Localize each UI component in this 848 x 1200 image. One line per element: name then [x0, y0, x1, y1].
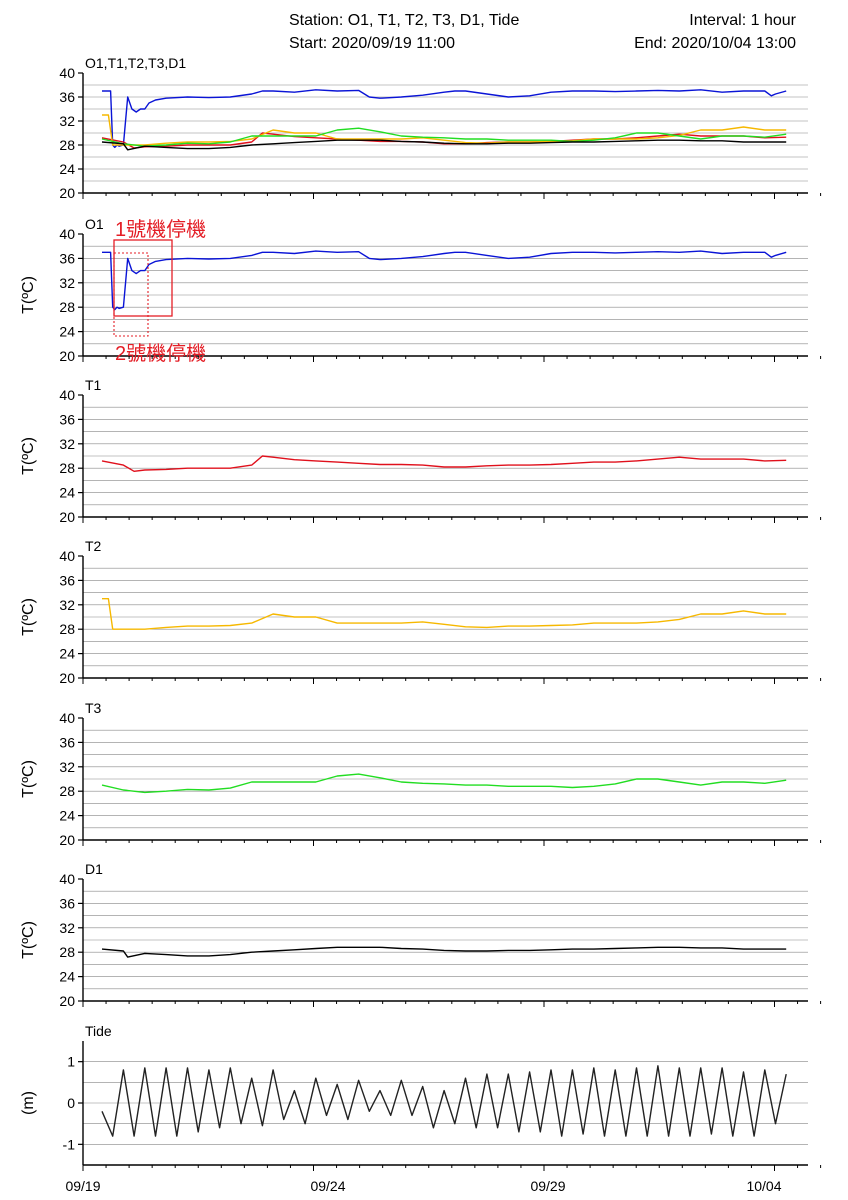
y-tick-label: 40	[59, 387, 75, 403]
y-tick-label: 40	[59, 548, 75, 564]
series-line-t2	[102, 598, 787, 630]
stop2-annotation: 2號機停機	[115, 342, 206, 365]
panel-d1: 20 24 28 32 36 40 D1 T(ºC)	[20, 861, 822, 1009]
x-tick-label: 09/29	[530, 1178, 565, 1194]
series-line-tide	[101, 1065, 787, 1137]
y-tick-label: 28	[59, 299, 75, 315]
panel-label: T2	[85, 538, 102, 554]
x-tick-label: 10/04	[746, 1178, 781, 1194]
panel-label: O1	[85, 216, 104, 232]
y-axis-title: T(ºC)	[20, 760, 37, 798]
y-tick-label: 20	[59, 670, 75, 686]
y-tick-label: 40	[59, 226, 75, 242]
panel-tide: -1 0 1 Tide (m) 09/19 09/24 09/29 10/04	[20, 1023, 822, 1194]
y-tick-label: 28	[59, 137, 75, 153]
y-tick-label: 32	[59, 275, 75, 291]
panel-label: O1,T1,T2,T3,D1	[85, 55, 186, 71]
series-line-d1	[101, 139, 787, 151]
x-tick-label: 09/24	[310, 1178, 345, 1194]
y-tick-label: 28	[59, 460, 75, 476]
y-tick-label: 20	[59, 509, 75, 525]
series-line-t3	[101, 127, 787, 147]
y-tick-label: 28	[59, 944, 75, 960]
y-tick-label: 32	[59, 759, 75, 775]
y-tick-label: 0	[67, 1095, 75, 1111]
y-tick-label: 28	[59, 621, 75, 637]
y-axis-title: T(ºC)	[20, 437, 37, 475]
y-tick-label: 32	[59, 113, 75, 129]
series-line-o1	[102, 250, 787, 311]
panel-label: D1	[85, 861, 103, 877]
y-tick-label: 24	[59, 969, 75, 985]
y-tick-label: 24	[59, 646, 75, 662]
y-tick-label: 36	[59, 572, 75, 588]
series-line-d1	[101, 946, 787, 958]
y-tick-label: -1	[63, 1136, 76, 1152]
y-tick-label: 40	[59, 65, 75, 81]
y-tick-label: 32	[59, 920, 75, 936]
y-tick-label: 40	[59, 871, 75, 887]
y-tick-label: 36	[59, 411, 75, 427]
y-tick-label: 24	[59, 161, 75, 177]
station-title: Station: O1, T1, T2, T3, D1, Tide	[289, 12, 520, 29]
series-line-t1	[101, 455, 787, 472]
y-tick-label: 24	[59, 485, 75, 501]
y-tick-label: 24	[59, 808, 75, 824]
panel-o1-t1-t2-t3-d1: 20 24 28 32 36 40 O1,T1,T2,T3,D1	[59, 55, 822, 201]
panel-label: T1	[85, 377, 102, 393]
panel-o1: 20 24 28 32 36 40 O1 T(ºC) 1號機停機 2號機停機	[20, 216, 822, 365]
y-tick-label: 40	[59, 710, 75, 726]
panel-t1: 20 24 28 32 36 40 T1 T(ºC)	[20, 377, 822, 525]
y-tick-label: 20	[59, 348, 75, 364]
stop2-box	[113, 252, 149, 337]
y-axis-title: T(ºC)	[20, 276, 37, 314]
x-tick-label: 09/19	[65, 1178, 100, 1194]
y-tick-label: 20	[59, 185, 75, 201]
start-time: Start: 2020/09/19 11:00	[289, 35, 456, 52]
y-axis-title: T(ºC)	[20, 921, 37, 959]
y-tick-label: 36	[59, 89, 75, 105]
interval-label: Interval: 1 hour	[689, 12, 796, 29]
stop1-annotation: 1號機停機	[115, 218, 206, 241]
y-tick-label: 20	[59, 993, 75, 1009]
y-axis-title: (m)	[20, 1091, 37, 1115]
panel-t2: 20 24 28 32 36 40 T2 T(ºC)	[20, 538, 822, 686]
y-tick-label: 32	[59, 436, 75, 452]
panel-label: Tide	[85, 1023, 112, 1039]
y-tick-label: 20	[59, 832, 75, 848]
y-tick-label: 32	[59, 597, 75, 613]
y-tick-label: 28	[59, 783, 75, 799]
series-line-t3	[101, 773, 787, 794]
y-tick-label: 36	[59, 734, 75, 750]
y-tick-label: 36	[59, 895, 75, 911]
panel-t3: 20 24 28 32 36 40 T3 T(ºC)	[20, 700, 822, 848]
stop1-box	[113, 239, 173, 317]
panel-label: T3	[85, 700, 102, 716]
y-axis-title: T(ºC)	[20, 598, 37, 636]
series-line-o1	[102, 89, 787, 149]
y-tick-label: 24	[59, 324, 75, 340]
end-time: End: 2020/10/04 13:00	[634, 35, 796, 52]
y-tick-label: 1	[67, 1054, 75, 1070]
y-tick-label: 36	[59, 250, 75, 266]
